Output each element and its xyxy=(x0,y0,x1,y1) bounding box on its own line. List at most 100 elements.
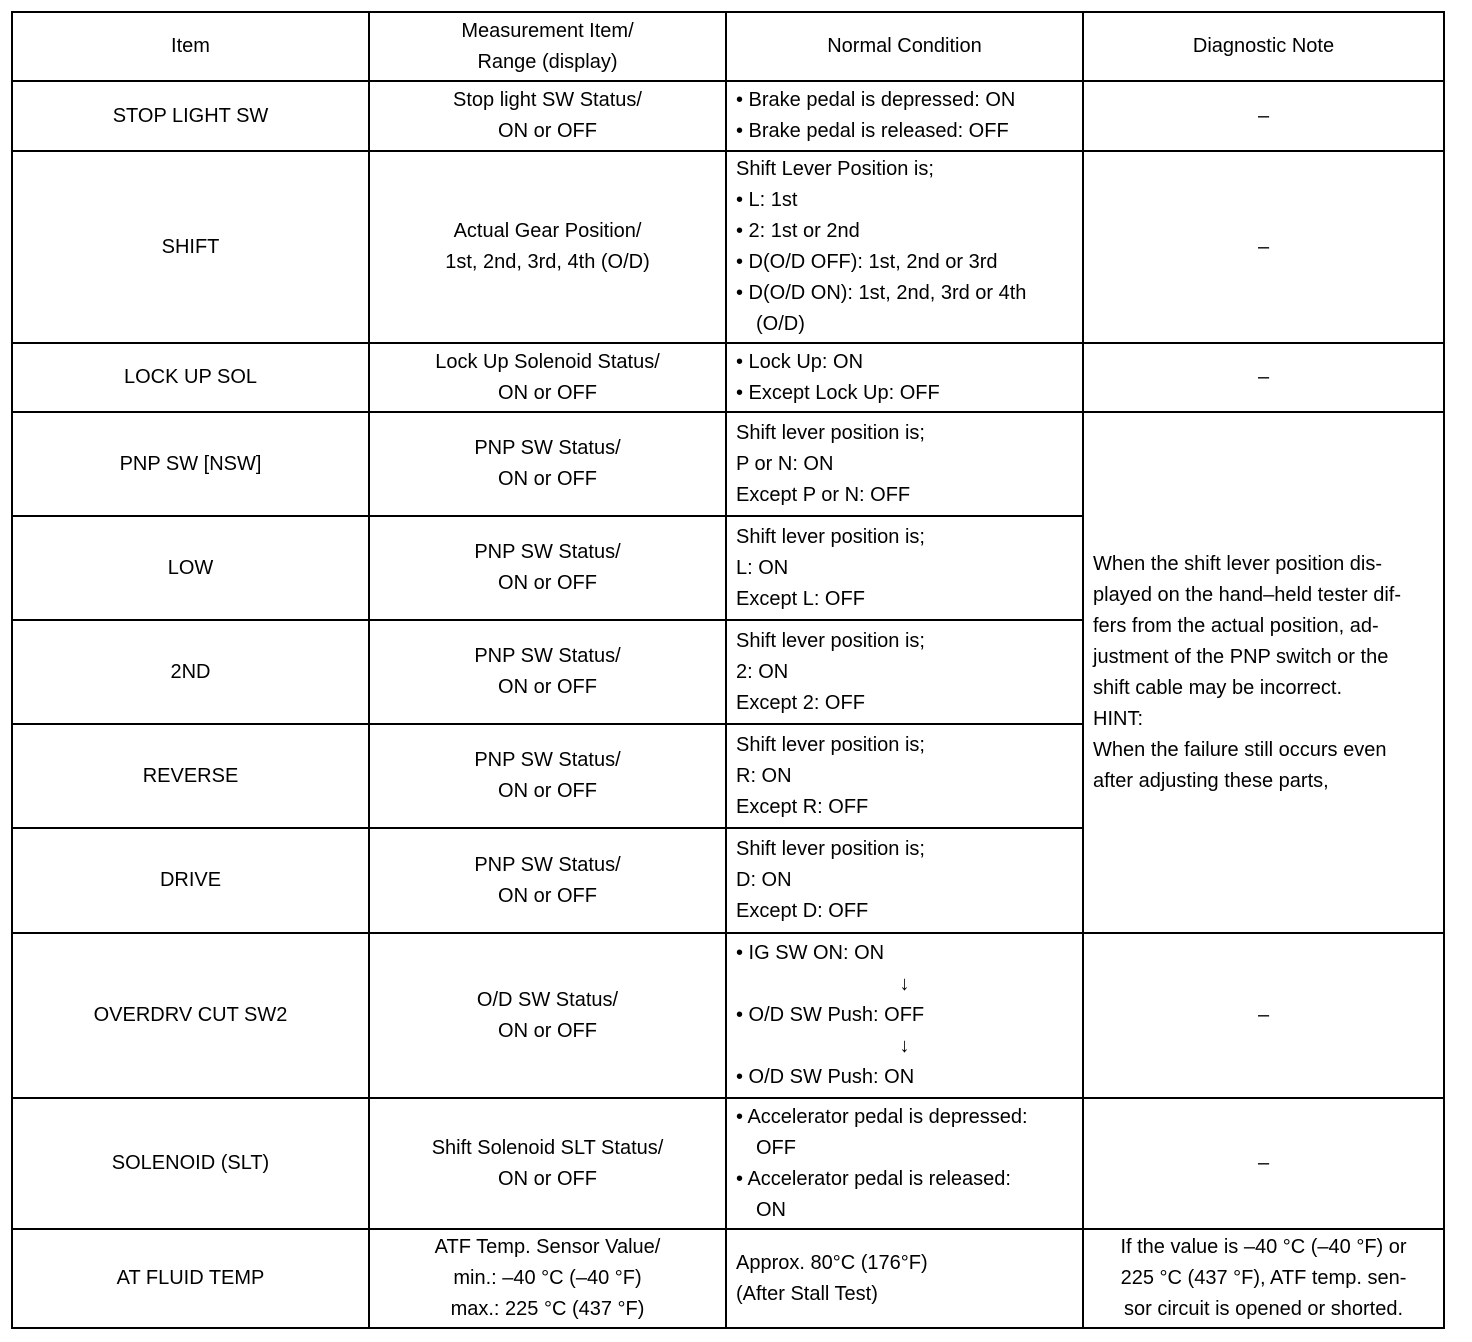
diagnostic-note-cell: – xyxy=(1082,80,1445,152)
header-line: Measurement Item/ xyxy=(461,19,634,42)
condition-line: Except R: OFF xyxy=(736,795,869,818)
measurement-cell: O/D SW Status/ON or OFF xyxy=(368,932,727,1099)
diagnostic-note-cell: – xyxy=(1082,150,1445,344)
condition-line: • O/D SW Push: ON xyxy=(736,1066,915,1088)
measurement-line: Shift Solenoid SLT Status/ xyxy=(431,1136,664,1159)
note-line: played on the hand–held tester dif- xyxy=(1093,583,1401,606)
measurement-line: PNP SW Status/ xyxy=(474,645,621,667)
measurement-line: Actual Gear Position/ xyxy=(453,220,642,242)
note-line: shift cable may be incorrect. xyxy=(1093,676,1342,699)
condition-line: Except 2: OFF xyxy=(736,691,865,714)
item-cell: DRIVE xyxy=(11,827,370,934)
condition-line: L: ON xyxy=(736,556,789,579)
item-name: PNP SW [NSW] xyxy=(119,452,262,475)
condition-line: • Accelerator pedal is released: xyxy=(736,1167,1011,1190)
condition-line: Shift lever position is; xyxy=(736,629,925,652)
table-row: SOLENOID (SLT) Shift Solenoid SLT Status/… xyxy=(11,1097,1445,1230)
item-name: REVERSE xyxy=(142,764,239,787)
arrow-icon: ↓ xyxy=(899,1035,910,1057)
measurement-cell: PNP SW Status/ON or OFF xyxy=(368,515,727,621)
diagnostic-note-cell: – xyxy=(1082,1097,1445,1230)
measurement-line: PNP SW Status/ xyxy=(474,437,621,459)
measurement-line: PNP SW Status/ xyxy=(474,541,621,563)
condition-line: (O/D) xyxy=(756,313,805,335)
header-line: Item xyxy=(171,35,210,57)
header-line: Normal Condition xyxy=(827,35,982,57)
condition-cell: Shift lever position is; R: ON Except R: O… xyxy=(725,723,1084,829)
condition-line: R: ON xyxy=(736,764,792,787)
measurement-line: ATF Temp. Sensor Value/ xyxy=(434,1236,661,1258)
header-line: Diagnostic Note xyxy=(1192,35,1335,57)
table-row: STOP LIGHT SW Stop light SW Status/ON or … xyxy=(11,80,1445,152)
condition-line: • L: 1st xyxy=(736,189,798,211)
note-line: When the failure still occurs even xyxy=(1093,738,1387,761)
item-name: LOCK UP SOL xyxy=(123,366,258,388)
condition-cell: Shift lever position is; 2: ON Except 2: O… xyxy=(725,619,1084,725)
note-line: – xyxy=(1257,104,1270,127)
condition-line: Except L: OFF xyxy=(736,587,865,610)
note-line: – xyxy=(1257,366,1270,388)
condition-line: (After Stall Test) xyxy=(736,1282,878,1305)
condition-line: • O/D SW Push: OFF xyxy=(736,1004,925,1026)
table-row: LOW PNP SW Status/ON or OFF Shift lever po… xyxy=(11,515,1444,621)
condition-cell: • IG SW ON: ON ↓ • O/D SW Push: OFF ↓ • O/D … xyxy=(725,932,1084,1099)
note-line: justment of the PNP switch or the xyxy=(1093,645,1389,668)
condition-line: • D(O/D ON): 1st, 2nd, 3rd or 4th xyxy=(736,282,1027,304)
condition-line: • Accelerator pedal is depressed: xyxy=(736,1105,1028,1128)
item-name: OVERDRV CUT SW2 xyxy=(93,1004,288,1026)
item-name: DRIVE xyxy=(159,869,222,891)
condition-line: OFF xyxy=(756,1136,796,1159)
item-cell: STOP LIGHT SW xyxy=(11,80,370,152)
measurement-cell: PNP SW Status/ON or OFF xyxy=(368,411,727,517)
note-line: 225 °C (437 °F), ATF temp. sen- xyxy=(1120,1267,1407,1289)
table-row: OVERDRV CUT SW2 O/D SW Status/ON or OFF • … xyxy=(11,932,1445,1099)
item-cell: SHIFT xyxy=(11,150,370,344)
condition-line: P or N: ON xyxy=(736,452,834,475)
diagnostic-note-cell: – xyxy=(1082,342,1445,413)
measurement-cell: Shift Solenoid SLT Status/ON or OFF xyxy=(368,1097,727,1230)
header-condition: Normal Condition xyxy=(725,11,1084,82)
measurement-cell: PNP SW Status/ON or OFF xyxy=(368,827,727,934)
condition-line: D: ON xyxy=(736,869,792,891)
measurement-cell: PNP SW Status/ON or OFF xyxy=(368,619,727,725)
condition-line: Shift lever position is; xyxy=(736,421,925,444)
measurement-line: min.: –40 °C (–40 °F) xyxy=(453,1267,642,1289)
condition-line: • Lock Up: ON xyxy=(736,350,864,373)
condition-line: • Brake pedal is released: OFF xyxy=(736,120,1009,142)
condition-cell: Approx. 80°C (176°F) (After Stall Test) xyxy=(725,1228,1084,1329)
item-name: 2ND xyxy=(170,660,211,683)
item-cell: 2ND xyxy=(11,619,370,725)
note-line: – xyxy=(1257,235,1270,258)
condition-line: Except D: OFF xyxy=(736,900,869,922)
item-name: AT FLUID TEMP xyxy=(116,1267,265,1289)
measurement-line: PNP SW Status/ xyxy=(474,853,621,876)
item-cell: PNP SW [NSW] xyxy=(11,411,370,517)
measurement-line: ON or OFF xyxy=(498,780,597,802)
item-cell: OVERDRV CUT SW2 xyxy=(11,932,370,1099)
measurement-line: Stop light SW Status/ xyxy=(453,89,642,111)
condition-line: • Brake pedal is depressed: ON xyxy=(736,89,1016,111)
measurement-line: ON or OFF xyxy=(498,468,597,490)
condition-line: Shift lever position is; xyxy=(736,733,925,756)
table-row: DRIVE PNP SW Status/ON or OFF Shift lever … xyxy=(11,827,1444,934)
condition-cell: • Accelerator pedal is depressed: OFF • Ac… xyxy=(725,1097,1084,1230)
item-cell: LOCK UP SOL xyxy=(11,342,370,413)
header-measurement: Measurement Item/Range (display) xyxy=(368,11,727,82)
measurement-line: ON or OFF xyxy=(498,572,597,594)
condition-line: • 2: 1st or 2nd xyxy=(736,220,860,242)
condition-line: Shift lever position is; xyxy=(736,838,925,860)
measurement-line: Lock Up Solenoid Status/ xyxy=(435,350,660,373)
item-name: STOP LIGHT SW xyxy=(112,104,269,127)
note-line: after adjusting these parts, xyxy=(1093,769,1329,792)
diagnostic-note-cell: When the shift lever position dis-played… xyxy=(1082,411,1445,934)
measurement-line: ON or OFF xyxy=(498,676,597,698)
measurement-line: ON or OFF xyxy=(498,1167,597,1190)
item-cell: SOLENOID (SLT) xyxy=(11,1097,370,1230)
item-cell: LOW xyxy=(11,515,370,621)
condition-line: • Except Lock Up: OFF xyxy=(736,381,940,404)
table-row: AT FLUID TEMP ATF Temp. Sensor Value/min.… xyxy=(11,1228,1445,1329)
condition-cell: Shift lever position is; L: ON Except L: O… xyxy=(725,515,1084,621)
item-name: SHIFT xyxy=(161,235,220,258)
measurement-line: 1st, 2nd, 3rd, 4th (O/D) xyxy=(445,251,650,273)
diagnostic-note-cell: If the value is –40 °C (–40 °F) or 225 °C… xyxy=(1082,1228,1445,1329)
